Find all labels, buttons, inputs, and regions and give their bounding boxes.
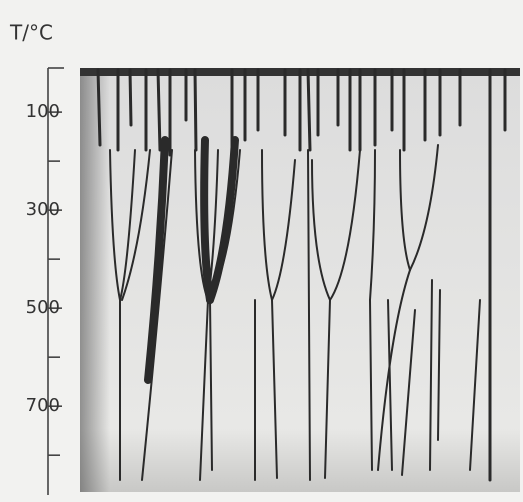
y-tick-label: 300 [26, 199, 60, 220]
y-tick-label: 500 [26, 297, 60, 318]
photograph [80, 68, 520, 492]
y-tick-label: 100 [26, 101, 60, 122]
y-tick-label: 700 [26, 395, 60, 416]
y-axis-label: T/°C [9, 21, 53, 45]
